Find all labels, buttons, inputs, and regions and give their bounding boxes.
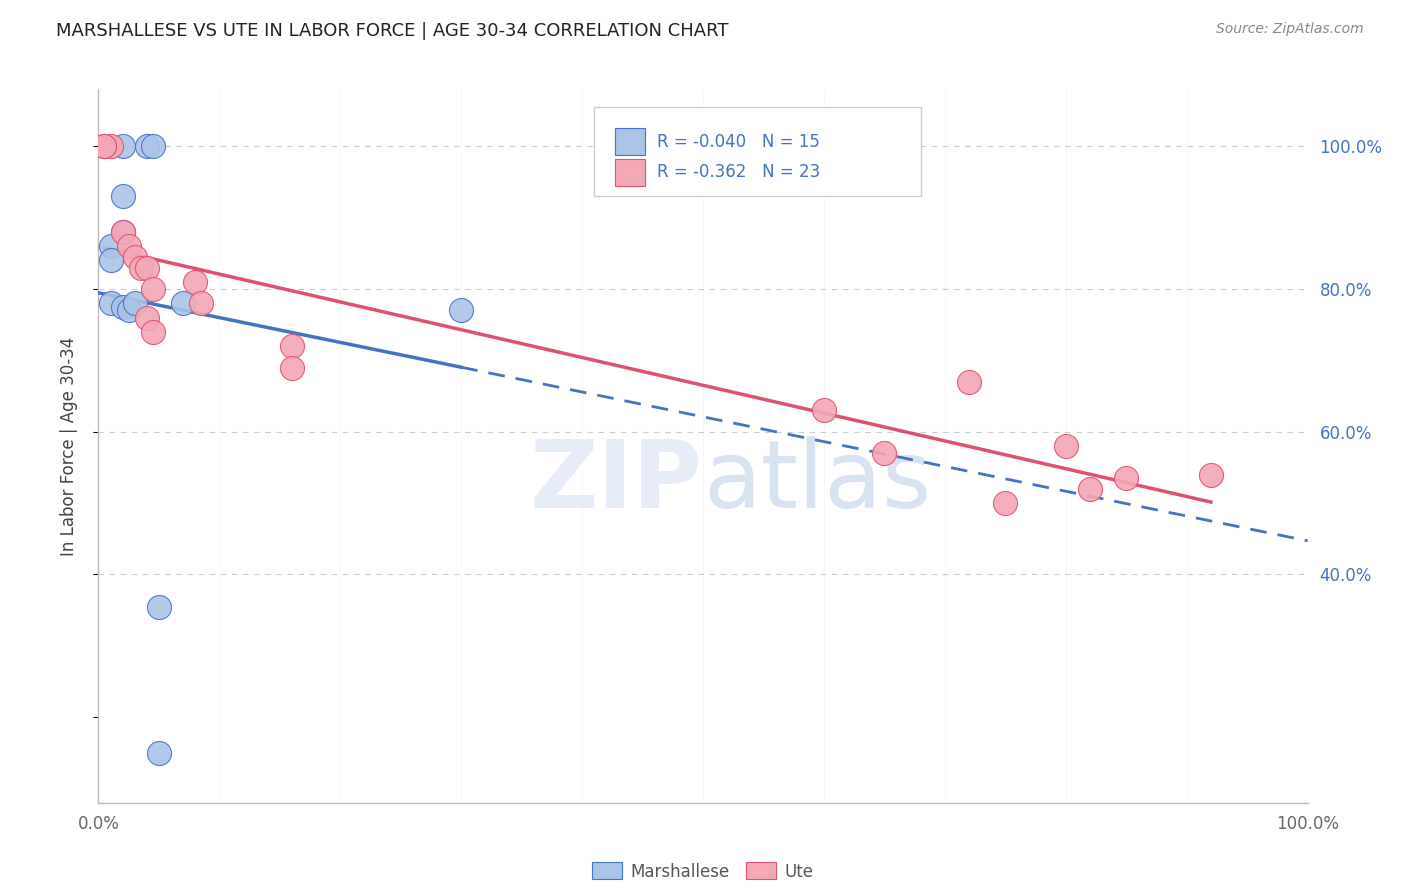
- Point: [148, 599, 170, 614]
- Point: [1078, 482, 1101, 496]
- Point: [190, 296, 212, 310]
- Point: [957, 375, 980, 389]
- Point: [111, 139, 134, 153]
- Text: Source: ZipAtlas.com: Source: ZipAtlas.com: [1216, 22, 1364, 37]
- Point: [129, 260, 152, 275]
- Point: [142, 282, 165, 296]
- Text: R = -0.040   N = 15: R = -0.040 N = 15: [657, 133, 820, 151]
- Point: [118, 303, 141, 318]
- Point: [135, 310, 157, 325]
- Point: [873, 446, 896, 460]
- Point: [1199, 467, 1222, 482]
- Point: [135, 260, 157, 275]
- Point: [1054, 439, 1077, 453]
- Point: [184, 275, 207, 289]
- Bar: [614, 128, 645, 155]
- Point: [93, 139, 115, 153]
- Text: MARSHALLESE VS UTE IN LABOR FORCE | AGE 30-34 CORRELATION CHART: MARSHALLESE VS UTE IN LABOR FORCE | AGE …: [56, 22, 728, 40]
- Point: [813, 403, 835, 417]
- Point: [142, 139, 165, 153]
- Point: [100, 296, 122, 310]
- Point: [124, 250, 146, 264]
- Point: [172, 296, 194, 310]
- Point: [118, 239, 141, 253]
- Text: atlas: atlas: [703, 435, 931, 528]
- Text: R = -0.362   N = 23: R = -0.362 N = 23: [657, 163, 820, 181]
- Point: [142, 325, 165, 339]
- Point: [1115, 471, 1137, 485]
- Text: ZIP: ZIP: [530, 435, 703, 528]
- Point: [93, 139, 115, 153]
- Point: [111, 189, 134, 203]
- Point: [148, 746, 170, 760]
- Legend: Marshallese, Ute: Marshallese, Ute: [585, 855, 821, 888]
- Point: [994, 496, 1017, 510]
- Point: [450, 303, 472, 318]
- Point: [100, 139, 122, 153]
- Point: [281, 339, 304, 353]
- FancyBboxPatch shape: [595, 107, 921, 196]
- Point: [281, 360, 304, 375]
- Point: [111, 225, 134, 239]
- Bar: [614, 159, 645, 186]
- Point: [111, 225, 134, 239]
- Point: [100, 239, 122, 253]
- Point: [100, 253, 122, 268]
- Point: [124, 296, 146, 310]
- Point: [135, 139, 157, 153]
- Y-axis label: In Labor Force | Age 30-34: In Labor Force | Age 30-34: [59, 336, 77, 556]
- Point: [111, 300, 134, 314]
